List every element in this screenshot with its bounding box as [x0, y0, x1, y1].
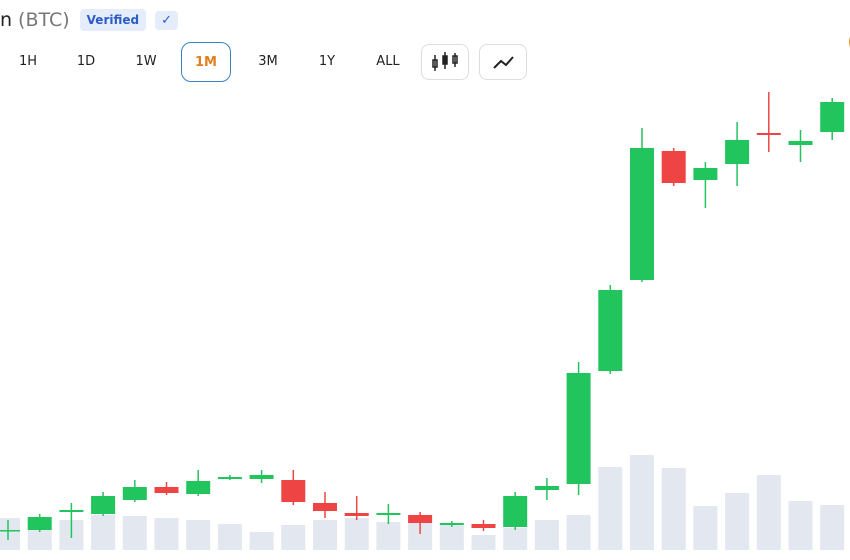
- volume-bar: [820, 505, 845, 550]
- volume-bar: [217, 524, 242, 550]
- candle-body: [725, 140, 750, 164]
- volume-bar: [756, 475, 781, 550]
- volume-bar: [566, 515, 591, 550]
- volume-bar: [154, 518, 179, 550]
- check-badge: ✓: [155, 10, 179, 30]
- candle-body: [122, 487, 147, 500]
- line-view-button[interactable]: [479, 44, 527, 80]
- candle-body: [693, 168, 718, 180]
- candle-body: [630, 148, 654, 280]
- volume-bar: [27, 528, 52, 550]
- volume-bar: [344, 518, 369, 550]
- candle-icon: [432, 52, 458, 71]
- verified-badge: Verified: [79, 9, 147, 31]
- volume-bar: [186, 520, 211, 550]
- volume-bar: [630, 455, 654, 550]
- candle-body: [408, 515, 433, 523]
- timeframe-button[interactable]: 1W: [135, 54, 157, 69]
- volume-bar: [122, 516, 147, 550]
- volume-bar: [91, 515, 116, 550]
- volume-bar: [693, 506, 718, 550]
- volume-bar: [0, 518, 20, 550]
- ticker: (BTC): [18, 9, 70, 31]
- candle-body: [249, 475, 274, 479]
- candle-body: [788, 141, 813, 145]
- candle-body: [376, 513, 401, 515]
- candle-body: [503, 496, 528, 527]
- candle-body: [344, 513, 369, 516]
- title: n: [0, 9, 13, 31]
- line-icon: [493, 56, 514, 69]
- volume-bar: [725, 493, 750, 550]
- candle-body: [439, 523, 464, 525]
- candle-body: [27, 517, 52, 530]
- header: n (BTC) Verified ✓: [0, 6, 179, 34]
- volume-bar: [281, 525, 306, 550]
- volume-bar: [503, 528, 528, 550]
- candle-body: [313, 503, 337, 511]
- volume-bar: [249, 532, 274, 550]
- volume-bar: [661, 468, 686, 550]
- volume-bar: [598, 467, 623, 550]
- candle-body: [0, 530, 20, 532]
- candle-body: [566, 373, 591, 484]
- volume-bar: [534, 520, 559, 550]
- candle-body: [91, 496, 116, 514]
- candle-view-button[interactable]: [421, 44, 469, 80]
- candle-body: [217, 477, 242, 479]
- volume-bar: [376, 522, 401, 550]
- candle-body: [820, 102, 845, 132]
- volume-bar: [788, 501, 813, 550]
- candle-body: [598, 290, 623, 371]
- candle-body: [59, 510, 84, 512]
- candle-body: [756, 133, 781, 135]
- timeframe-button[interactable]: 1Y: [318, 54, 336, 69]
- candle-body: [534, 486, 559, 490]
- timeframe-button[interactable]: 1M: [181, 42, 231, 82]
- candle-body: [154, 487, 179, 493]
- volume-bar: [313, 520, 337, 550]
- timeframe-button[interactable]: 3M: [258, 54, 278, 69]
- candle-body: [186, 481, 211, 494]
- timeframe-button[interactable]: 1D: [76, 54, 96, 69]
- candle-body: [661, 151, 686, 183]
- timeframe-button[interactable]: ALL: [376, 54, 400, 69]
- timeframe-button[interactable]: 1H: [18, 54, 38, 69]
- volume-bar: [471, 535, 496, 550]
- candle-body: [471, 524, 496, 528]
- volume-bar: [439, 525, 464, 550]
- candle-body: [281, 480, 306, 502]
